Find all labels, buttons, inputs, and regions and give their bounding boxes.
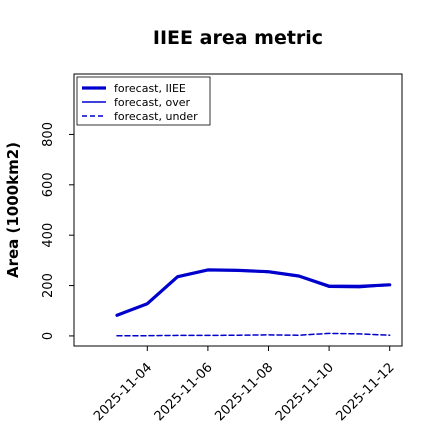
plot-area: [73, 73, 403, 347]
series-line: [116, 269, 391, 317]
series-lines: [115, 268, 392, 337]
legend-box: [76, 76, 211, 126]
legend-label: forecast, under: [114, 110, 198, 123]
x-tick-label: 2025-11-12: [333, 360, 397, 424]
x-ticks: 2025-11-042025-11-062025-11-082025-11-10…: [91, 346, 398, 424]
y-tick-label: 200: [41, 273, 56, 298]
y-tick-label: 800: [41, 122, 56, 147]
chart-title: IIEE area metric: [153, 27, 323, 49]
legend-label: forecast, IIEE: [114, 82, 186, 95]
y-axis-label: Area (1000km2): [4, 142, 22, 278]
y-tick-label: 400: [41, 223, 56, 248]
y-tick-label: 600: [41, 172, 56, 197]
x-tick-label: 2025-11-04: [91, 360, 155, 424]
series-line: [116, 332, 391, 337]
x-tick-label: 2025-11-10: [273, 360, 337, 424]
y-tick-label: 0: [41, 332, 56, 340]
x-tick-label: 2025-11-06: [152, 360, 216, 424]
series-line: [115, 268, 392, 317]
x-tick-label: 2025-11-08: [212, 360, 276, 424]
y-ticks: 0 200 400 600 800: [41, 122, 74, 340]
legend-label: forecast, over: [114, 96, 190, 109]
